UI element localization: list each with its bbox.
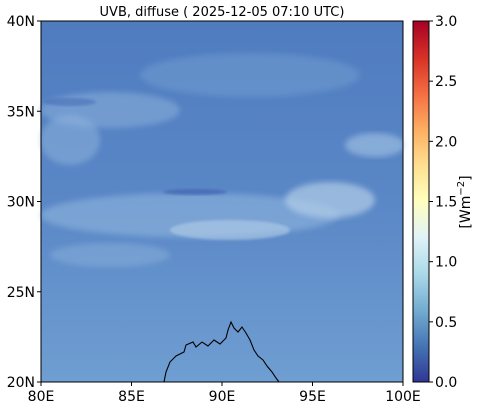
colorbar-tick-label: 0.0 — [435, 375, 457, 391]
x-tick-label: 85E — [118, 389, 145, 405]
x-tick-label: 80E — [28, 389, 55, 405]
y-tick-label: 20N — [7, 375, 35, 391]
low-value-streak — [163, 189, 227, 195]
cloud-patch-east — [285, 182, 375, 218]
y-tick-label: 25N — [7, 285, 35, 301]
colorbar-label-unit: [Wm — [458, 196, 474, 229]
colorbar-tick-label: 2.5 — [435, 74, 457, 90]
colorbar-tick-label: 1.5 — [435, 195, 457, 211]
colorbar-tick-label: 0.5 — [435, 315, 457, 331]
cloud-band-west — [40, 115, 100, 165]
cloud-patch-center-south — [170, 220, 290, 240]
map-axis-ticks: 80E 85E 90E 95E 100E 20N 25N 30N 35N 40N — [7, 14, 421, 405]
colorbar-tick-label: 3.0 — [435, 14, 457, 30]
colorbar-label: [Wm−2] — [456, 175, 474, 228]
colorbar-label-exponent: −2 — [456, 181, 467, 196]
low-value-streak-west — [44, 98, 96, 106]
colorbar-label-close: ] — [458, 175, 474, 180]
x-tick-label: 95E — [299, 389, 326, 405]
cloud-patch-southwest — [50, 243, 170, 267]
colorbar-tick-label: 1.0 — [435, 255, 457, 271]
y-tick-label: 30N — [7, 195, 35, 211]
colorbar: 0.0 0.5 1.0 1.5 2.0 2.5 3.0 [Wm−2] — [412, 14, 474, 391]
cloud-patch-northeast — [345, 133, 405, 157]
map-title: UVB, diffuse ( 2025-12-05 07:10 UTC) — [100, 5, 345, 20]
y-tick-label: 40N — [7, 14, 35, 30]
colorbar-tick-label: 2.0 — [435, 134, 457, 150]
x-tick-label: 90E — [209, 389, 236, 405]
cloud-band-north-east — [140, 53, 360, 97]
x-tick-label: 100E — [385, 389, 421, 405]
coastline — [163, 320, 280, 383]
cloud-features — [40, 53, 405, 267]
map-panel: 80E 85E 90E 95E 100E 20N 25N 30N 35N 40N — [7, 14, 421, 405]
colorbar-ticks: 0.0 0.5 1.0 1.5 2.0 2.5 3.0 — [429, 14, 457, 391]
colorbar-gradient — [412, 20, 430, 383]
y-tick-label: 35N — [7, 104, 35, 120]
